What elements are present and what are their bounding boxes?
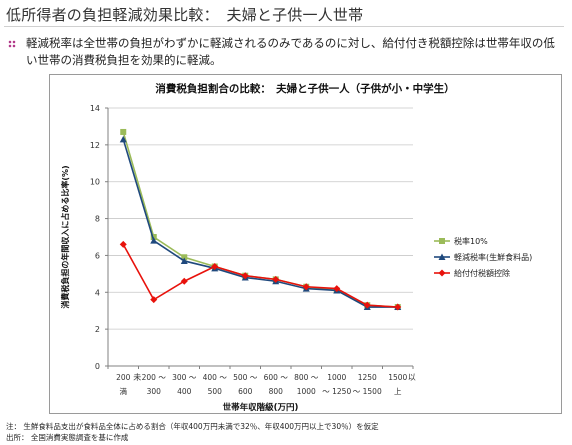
x-tick-label: 800	[269, 387, 284, 396]
y-tick-label: 14	[90, 104, 100, 113]
point-marker	[438, 253, 446, 260]
x-tick-label: 1250	[358, 373, 377, 382]
summary-text: 軽減税率は全世帯の負担がわずかに軽減されるのみであるのに対し、給付付き税額控除は…	[26, 36, 555, 67]
x-tick-label: 上	[394, 387, 402, 396]
point-marker	[241, 272, 249, 280]
title-divider	[4, 26, 564, 27]
point-marker	[150, 296, 158, 304]
x-tick-label: 200	[116, 373, 131, 382]
chart-title: 消費税負担割合の比較： 夫婦と子供一人（子供が小・中学生）	[155, 82, 454, 95]
y-tick-label: 0	[95, 362, 100, 371]
x-tick-label: 500 〜	[233, 373, 258, 382]
x-tick-label: 800 〜	[294, 373, 319, 382]
x-tick-label: 600 〜	[264, 373, 289, 382]
y-tick-label: 12	[90, 141, 100, 150]
point-marker	[150, 234, 157, 240]
page-title: 低所得者の負担軽減効果比較： 夫婦と子供一人世帯	[6, 6, 364, 24]
bullet-icon	[8, 40, 16, 48]
x-tick-label: 満	[120, 387, 128, 396]
footnote-source: 出所： 全国消費実態調査を基に作成	[6, 433, 129, 442]
x-tick-label: 1000	[327, 373, 346, 382]
chart-svg: 消費税負担割合の比較： 夫婦と子供一人（子供が小・中学生） 0 2 4 6 8 10 12 14…	[60, 82, 532, 413]
y-tick-label: 4	[95, 288, 100, 297]
x-axis-title: 世帯年収階級(万円)	[223, 402, 299, 413]
series-line-3	[122, 243, 398, 308]
point-marker	[119, 135, 127, 143]
series-line-1	[122, 131, 398, 308]
point-marker	[211, 262, 219, 270]
point-marker	[120, 128, 127, 135]
x-tick-label: 400 〜	[203, 373, 228, 382]
x-tick-label: 500	[208, 387, 223, 396]
y-tick-label: 10	[90, 178, 100, 187]
point-marker	[333, 285, 341, 293]
point-marker	[302, 283, 310, 291]
x-tick-label: 300	[147, 387, 162, 396]
point-marker	[181, 254, 188, 261]
point-marker	[363, 301, 371, 309]
x-tick-label: 以	[408, 373, 416, 382]
series-line-2	[122, 139, 398, 308]
point-marker	[438, 269, 446, 277]
x-tick-label: 600	[238, 387, 253, 396]
y-tick-label: 6	[95, 251, 100, 260]
point-marker	[119, 240, 127, 248]
point-marker	[150, 237, 158, 244]
point-marker	[180, 257, 188, 264]
point-marker	[439, 238, 445, 244]
x-tick-label: 200 〜	[142, 373, 167, 382]
x-tick-label: 400	[177, 387, 192, 396]
point-marker	[394, 303, 402, 311]
legend-label-3: 給付付税額控除	[454, 268, 510, 278]
legend-label-2: 軽減税率(生鮮食料品)	[454, 252, 532, 262]
y-axis-title: 消費税負担の年間収入に占める比率(%)	[60, 165, 70, 308]
x-tick-label: 〜 1500	[353, 387, 382, 396]
x-tick-label: 未	[133, 372, 141, 382]
point-marker	[272, 275, 280, 283]
y-tick-label: 2	[95, 325, 100, 334]
x-tick-label: 〜 1250	[322, 387, 351, 396]
footnote-note: 注： 生鮮食料品支出が食料品全体に占める割合（年収400万円未満で32％、年収4…	[6, 422, 379, 431]
x-tick-label: 300 〜	[172, 373, 197, 382]
x-tick-label: 1000	[297, 387, 316, 396]
legend-label-1: 税率10%	[454, 236, 488, 246]
y-tick-label: 8	[95, 215, 100, 224]
chart-frame: 消費税負担割合の比較： 夫婦と子供一人（子供が小・中学生） 0 2 4 6 8 10 12 14…	[49, 74, 562, 414]
point-marker	[180, 277, 188, 285]
x-tick-label: 1500	[388, 373, 407, 382]
